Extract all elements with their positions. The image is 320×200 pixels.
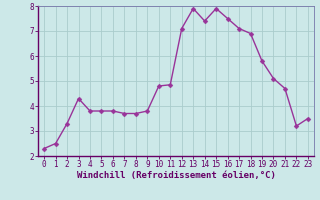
X-axis label: Windchill (Refroidissement éolien,°C): Windchill (Refroidissement éolien,°C) bbox=[76, 171, 276, 180]
